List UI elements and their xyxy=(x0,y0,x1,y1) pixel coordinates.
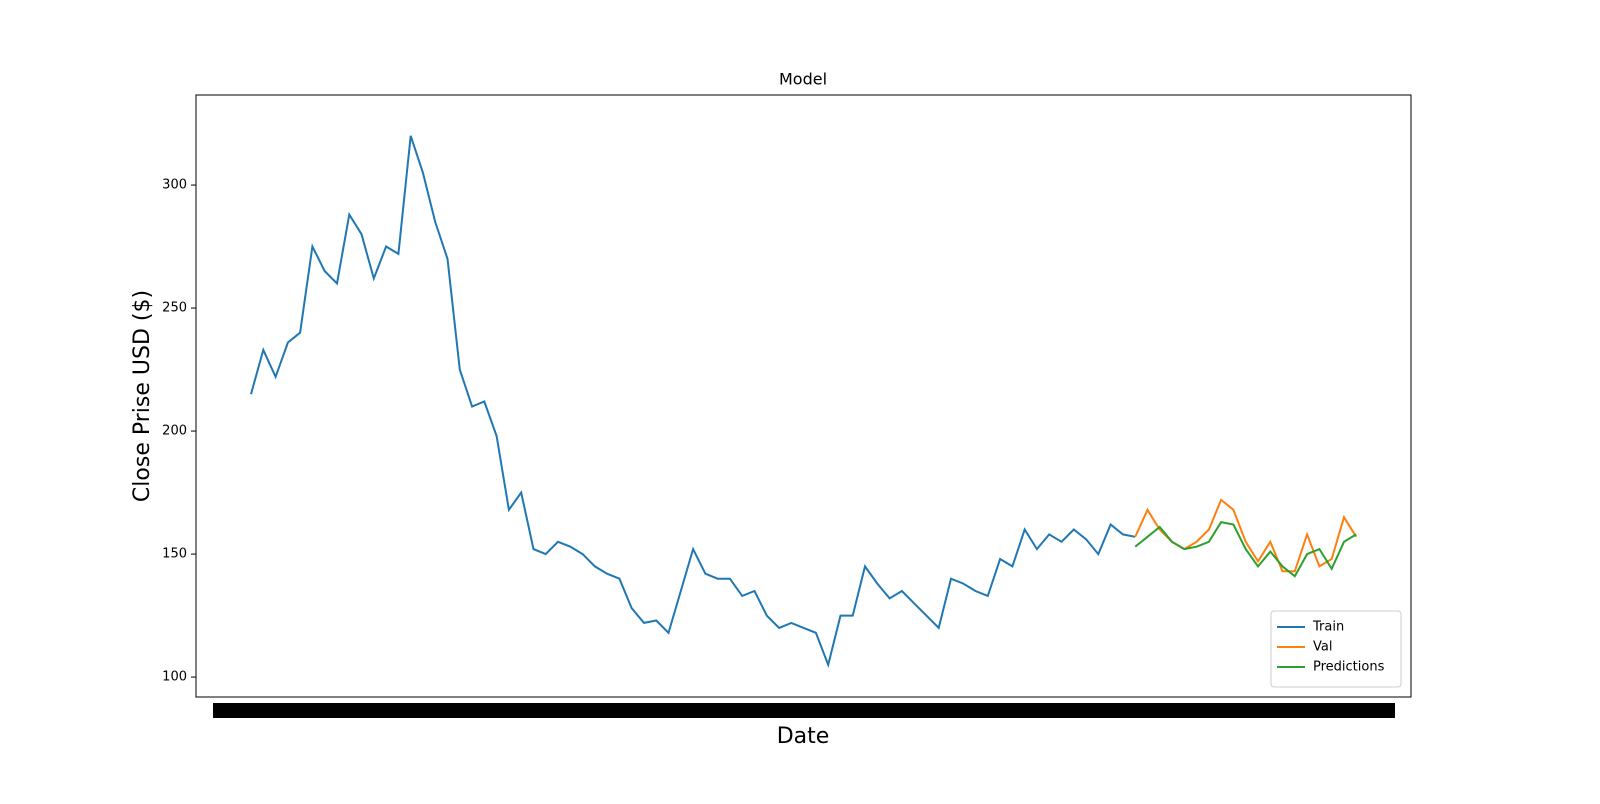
y-tick-label: 150 xyxy=(162,547,187,562)
line-series xyxy=(1134,520,1357,578)
chart-title: Model xyxy=(779,70,827,89)
legend-label: Predictions xyxy=(1313,660,1385,675)
legend-label: Val xyxy=(1313,640,1332,655)
plot-frame xyxy=(195,94,1412,698)
x-axis-label: Date xyxy=(777,724,830,749)
y-tick-label: 300 xyxy=(162,178,187,193)
y-tick-label: 250 xyxy=(162,301,187,316)
y-tick-label: 100 xyxy=(162,670,187,685)
y-tick-label: 200 xyxy=(162,424,187,439)
line-series xyxy=(250,135,1136,669)
line-series xyxy=(1134,498,1358,573)
y-axis-label: Close Prise USD ($) xyxy=(130,290,155,502)
x-tick-label-smear xyxy=(213,703,1395,718)
legend-label: Train xyxy=(1312,620,1344,635)
